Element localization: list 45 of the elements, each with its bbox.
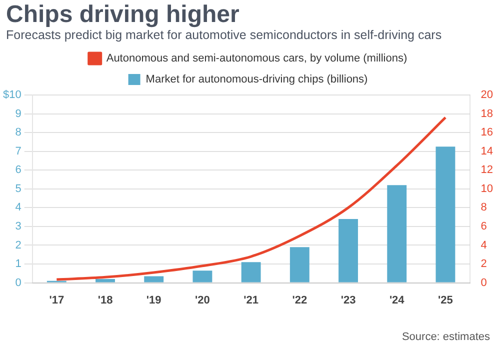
y2-tick-label: 8 — [480, 202, 487, 214]
y-tick-label: 3 — [15, 220, 22, 232]
x-tick-label: '22 — [292, 294, 308, 306]
x-tick-label: '23 — [340, 294, 356, 306]
bar — [436, 146, 456, 282]
y-tick-label: $10 — [2, 89, 22, 102]
x-tick-label: '20 — [195, 294, 210, 306]
source-note: Source: estimates — [402, 331, 490, 343]
bar — [241, 262, 261, 282]
chart-subtitle: Forecasts predict big market for automotive semiconductors in self-driving cars — [6, 28, 443, 43]
y2-tick-label: 4 — [480, 239, 487, 252]
y2-tick-label: 10 — [480, 182, 494, 195]
legend-label: Autonomous and semi-autonomous cars, by volume (millions) — [106, 52, 408, 65]
y-tick-label: 7 — [15, 145, 22, 158]
bar — [387, 185, 407, 282]
x-tick-label: '21 — [244, 294, 258, 306]
y2-tick-label: 12 — [480, 164, 494, 176]
y-tick-label: 8 — [15, 126, 22, 139]
y-tick-label: 6 — [15, 164, 22, 176]
y2-tick-label: 0 — [480, 276, 487, 289]
bar — [144, 276, 164, 282]
y-tick-label: 4 — [15, 202, 22, 214]
x-tick-label: '24 — [389, 294, 406, 306]
bar — [338, 218, 358, 282]
y-tick-label: 5 — [15, 182, 22, 195]
bar — [192, 270, 212, 282]
bar — [290, 247, 310, 282]
chart-title: Chips driving higher — [6, 1, 240, 28]
bar — [96, 279, 115, 282]
x-tick-label: '18 — [98, 294, 113, 306]
y2-tick-label: 20 — [480, 89, 494, 102]
y2-tick-label: 16 — [480, 126, 494, 139]
legend-label: Market for autonomous-driving chips (billions) — [146, 74, 368, 86]
y2-tick-label: 2 — [480, 258, 487, 270]
line-series — [55, 116, 447, 281]
y2-tick-label: 14 — [480, 145, 494, 158]
x-tick-label: '17 — [49, 294, 64, 306]
y-tick-label: 2 — [15, 239, 22, 252]
y-tick-label: 0 — [15, 276, 22, 289]
y2-tick-label: 18 — [480, 108, 494, 120]
y-tick-label: 1 — [15, 258, 22, 270]
x-tick-label: '25 — [438, 294, 453, 306]
y2-tick-label: 6 — [480, 220, 487, 232]
y-tick-label: 9 — [15, 108, 22, 120]
x-tick-label: '19 — [146, 294, 162, 306]
